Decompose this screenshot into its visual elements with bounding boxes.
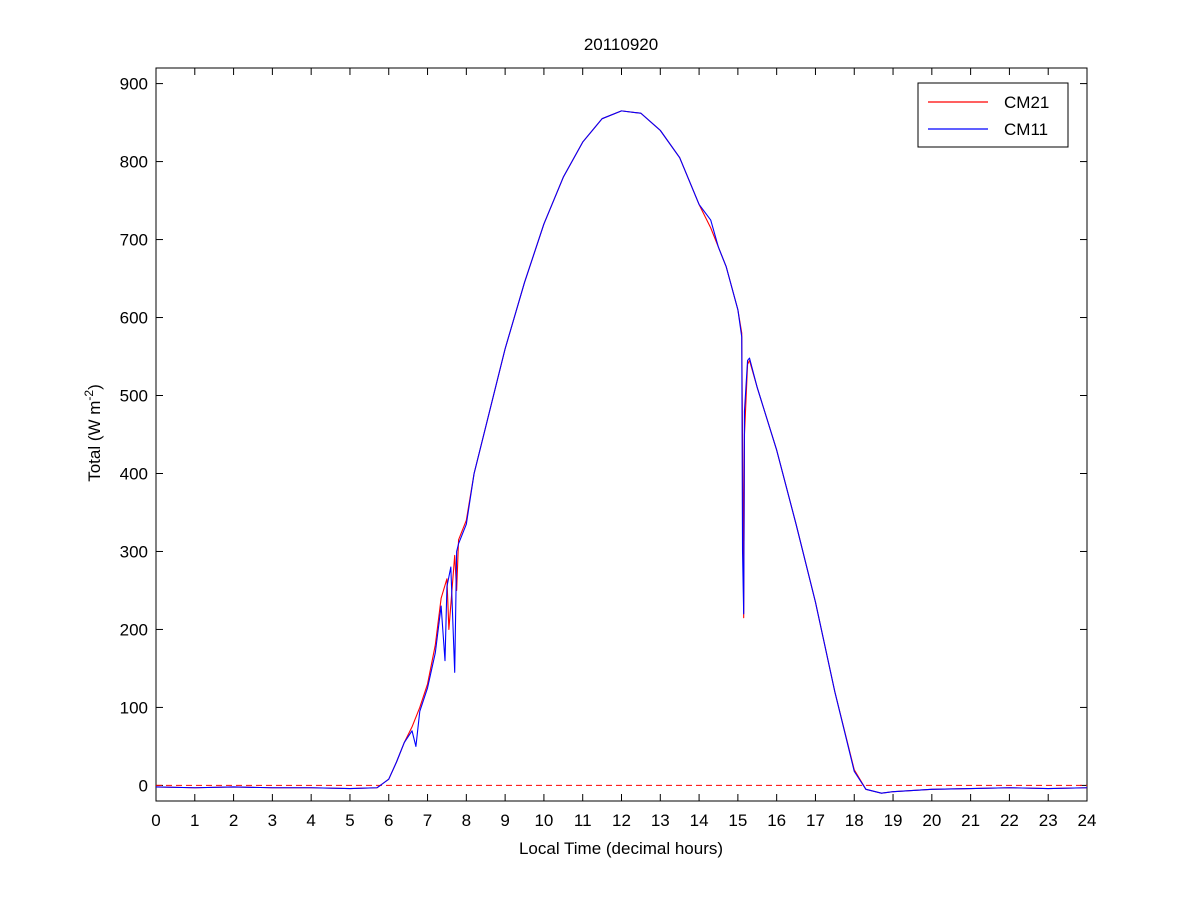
y-tick-label: 700 xyxy=(120,231,148,250)
y-tick-label: 600 xyxy=(120,309,148,328)
x-tick-label: 12 xyxy=(612,811,631,830)
x-tick-label: 19 xyxy=(884,811,903,830)
x-tick-label: 10 xyxy=(534,811,553,830)
x-tick-label: 24 xyxy=(1078,811,1097,830)
legend-label: CM11 xyxy=(1004,120,1048,139)
legend-label: CM21 xyxy=(1004,93,1049,112)
series-line-cm11 xyxy=(155,110,1088,794)
legend: CM21 CM11 xyxy=(917,82,1069,148)
legend-box xyxy=(917,82,1069,148)
x-tick-label: 15 xyxy=(728,811,747,830)
x-tick-label: 22 xyxy=(1000,811,1019,830)
plot-area: 0 1 2 3 4 5 6 7 8 9 10 11 12 13 14 15 16 17 18 19 20 21 22 23 24… xyxy=(120,67,1097,830)
y-tick-label: 200 xyxy=(120,620,148,639)
y-tick-label: 300 xyxy=(120,542,148,561)
y-axis-label-superscript: -2 xyxy=(82,390,96,401)
y-tick-label: 500 xyxy=(120,387,148,406)
y-axis-label-main: Total (W m xyxy=(85,401,104,482)
x-tick-label: 16 xyxy=(767,811,786,830)
y-tick-label: 900 xyxy=(120,75,148,94)
y-tick-label: 0 xyxy=(139,776,148,795)
x-tick-label: 9 xyxy=(500,811,509,830)
x-tick-label: 11 xyxy=(574,811,592,830)
x-tick-label: 20 xyxy=(922,811,941,830)
y-axis-label: Total (W m-2) xyxy=(82,384,104,482)
x-tick-label: 7 xyxy=(423,811,432,830)
y-axis-label-close: ) xyxy=(85,384,104,390)
x-tick-label: 2 xyxy=(229,811,238,830)
x-tick-label: 8 xyxy=(462,811,471,830)
x-tick-label: 6 xyxy=(384,811,393,830)
x-tick-label: 0 xyxy=(151,811,160,830)
x-tick-label: 1 xyxy=(190,811,199,830)
chart-title: 20110920 xyxy=(584,35,658,54)
x-tick-label: 23 xyxy=(1039,811,1058,830)
x-tick-label: 4 xyxy=(306,811,315,830)
x-tick-label: 18 xyxy=(845,811,864,830)
x-tick-label: 21 xyxy=(961,811,980,830)
x-tick-label: 5 xyxy=(345,811,354,830)
y-tick-label: 100 xyxy=(120,698,148,717)
x-tick-label: 3 xyxy=(268,811,277,830)
x-tick-label: 17 xyxy=(806,811,825,830)
y-tick-label: 400 xyxy=(120,464,148,483)
x-axis-label: Local Time (decimal hours) xyxy=(519,839,723,858)
y-tick-label: 800 xyxy=(120,153,148,172)
x-tick-label: 13 xyxy=(651,811,670,830)
x-tick-label: 14 xyxy=(690,811,709,830)
